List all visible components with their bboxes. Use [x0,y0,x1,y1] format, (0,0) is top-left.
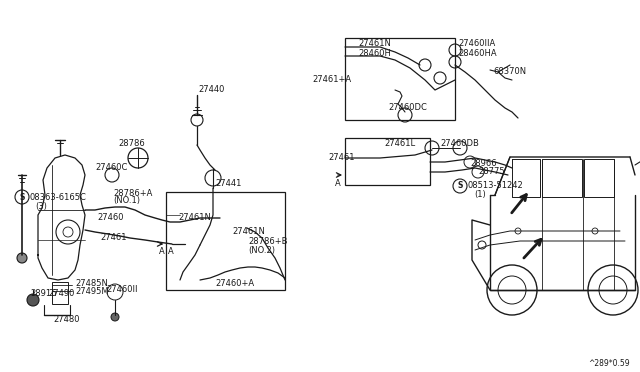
Bar [584,159,614,197]
Text: (NO.2): (NO.2) [248,246,275,254]
Text: A: A [159,247,165,257]
Text: 28775: 28775 [478,167,504,176]
Text: 27495M: 27495M [75,288,109,296]
Bar [345,138,430,185]
Text: 27460: 27460 [97,212,124,221]
Text: 27461N: 27461N [232,228,265,237]
Text: 28916: 28916 [30,289,56,298]
Circle shape [111,313,119,321]
Text: 68370N: 68370N [493,67,526,77]
Text: 28460H: 28460H [358,48,391,58]
Text: 28786+A: 28786+A [113,189,152,198]
Text: 27461N: 27461N [358,39,391,48]
Text: 27460DB: 27460DB [440,138,479,148]
Text: 28786: 28786 [118,138,145,148]
Text: 27461N: 27461N [178,214,211,222]
Text: A: A [168,247,173,257]
Bar [166,192,285,290]
Text: (1): (1) [474,190,486,199]
Text: 27461: 27461 [100,232,127,241]
Text: 08513-51242: 08513-51242 [468,182,524,190]
Bar [542,159,582,197]
Text: 27461+A: 27461+A [312,76,351,84]
Text: 27441: 27441 [215,179,241,187]
Text: S: S [19,192,25,202]
Text: ^289*0.59: ^289*0.59 [588,359,630,368]
Text: 27485N: 27485N [75,279,108,289]
Text: 27460II: 27460II [106,285,138,294]
Text: 27490: 27490 [48,289,74,298]
Text: 27460+A: 27460+A [215,279,254,288]
Bar [345,38,455,120]
Text: 27440: 27440 [198,86,225,94]
Circle shape [27,294,39,306]
Text: 28786+B: 28786+B [248,237,287,247]
Text: 28966: 28966 [470,158,497,167]
Text: 27460C: 27460C [95,163,127,171]
Bar [52,282,68,304]
Text: (3): (3) [35,202,47,212]
Text: 27460IIA: 27460IIA [458,39,495,48]
Text: 27480: 27480 [53,315,79,324]
Text: A: A [335,179,341,187]
Text: 27460DC: 27460DC [388,103,427,112]
Text: 08363-6165C: 08363-6165C [30,192,87,202]
Text: 28460HA: 28460HA [458,48,497,58]
Text: 27461L: 27461L [384,138,415,148]
Circle shape [17,253,27,263]
Text: S: S [458,182,463,190]
Text: 27461: 27461 [328,154,355,163]
Text: (NO.1): (NO.1) [113,196,140,205]
